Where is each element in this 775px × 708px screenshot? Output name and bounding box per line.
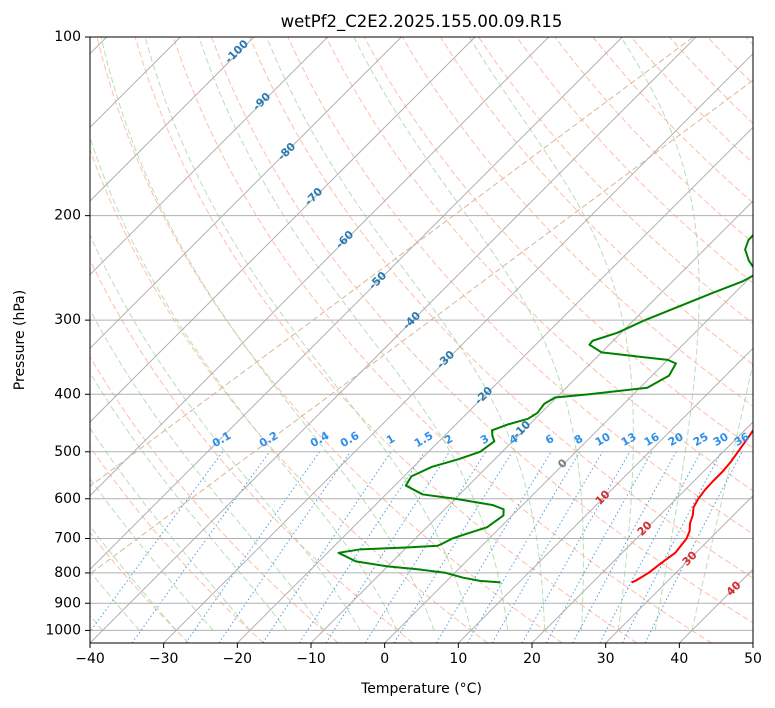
moist-adiabat-line <box>90 525 177 631</box>
y-axis-title: Pressure (hPa) <box>12 290 28 390</box>
moist-adiabat-line <box>90 233 361 631</box>
dry-adiabat-line <box>90 445 264 643</box>
dry-adiabat-line <box>96 37 563 643</box>
isotherm-line <box>90 37 329 276</box>
mixing-ratio-line <box>185 451 320 643</box>
y-tick-label: 100 <box>54 29 81 45</box>
y-tick-label: 1000 <box>45 622 81 638</box>
dry-adiabat-line <box>401 37 753 407</box>
dry-adiabat-line <box>90 355 339 643</box>
mixing-ratio-line <box>90 451 224 633</box>
mixing-ratio-line <box>131 451 271 643</box>
moist-adiabat-line <box>266 37 546 631</box>
temperature-profile-line <box>631 428 753 584</box>
y-tick-label: 900 <box>54 595 81 611</box>
moist-adiabat-line <box>198 37 509 631</box>
dry-adiabat-line <box>440 37 753 366</box>
dewpoint-profile-line <box>337 233 753 584</box>
dry-adiabat-line <box>134 37 638 643</box>
mixing-ratio-line <box>599 451 702 643</box>
isotherm-line <box>163 52 753 643</box>
isotherm-line <box>384 273 753 643</box>
y-tick-label: 600 <box>54 491 81 507</box>
dry-adiabat-line <box>90 148 488 643</box>
moist-adiabat-line <box>100 37 435 631</box>
moist-adiabat-line <box>90 477 214 631</box>
x-tick-label: −30 <box>149 651 179 667</box>
mixing-ratio-line <box>262 451 392 643</box>
plot-frame <box>89 36 754 644</box>
moist-adiabat-line <box>468 37 634 631</box>
isotherm-line <box>457 347 753 643</box>
reference-curve <box>90 79 753 575</box>
dry-adiabat-line <box>211 37 753 624</box>
mixing-ratio-line <box>521 451 631 643</box>
grid-lines <box>90 37 753 643</box>
mixing-ratio-line <box>218 451 351 643</box>
mixing-ratio-line <box>364 451 487 643</box>
x-tick-label: −20 <box>223 651 253 667</box>
mixing-ratio-line <box>298 451 426 643</box>
isotherm-line <box>605 494 753 643</box>
y-tick-label: 800 <box>54 565 81 581</box>
moist-adiabat-line <box>353 37 584 631</box>
moist-adiabat-line <box>90 570 140 631</box>
mixing-ratio-line <box>435 451 552 643</box>
isotherm-line <box>531 421 753 643</box>
x-tick-label: −40 <box>75 651 105 667</box>
y-tick-label: 200 <box>54 208 81 224</box>
x-axis-title: Temperature (°C) <box>360 681 482 697</box>
moist-adiabat-line <box>90 136 398 631</box>
chart-title: wetPf2_C2E2.2025.155.00.09.R15 <box>281 12 563 32</box>
isotherm-line <box>236 126 753 643</box>
dry-adiabat-line <box>516 37 753 284</box>
moist-adiabat-line <box>90 427 251 631</box>
data-series <box>337 233 753 584</box>
y-tick-label: 400 <box>54 386 81 402</box>
mixing-ratio-line <box>572 451 677 643</box>
moist-adiabat-line <box>620 37 700 631</box>
dry-adiabat-line <box>249 37 753 579</box>
reference-curve <box>90 37 694 487</box>
isotherm-line <box>90 37 476 423</box>
isotherm-line <box>90 37 550 497</box>
isotherm-line <box>90 37 697 643</box>
dry-adiabat-line <box>90 531 190 643</box>
axis-ticks: −40 −30 −20 −10 0 10 20 30 40 50 100 200 300 400 500 60… <box>45 29 762 667</box>
mixing-ratio-line <box>545 451 653 643</box>
isotherm-line <box>310 200 753 643</box>
mixing-ratio-line <box>644 451 743 643</box>
x-tick-label: 20 <box>523 651 541 667</box>
moist-adiabat-line <box>90 371 288 631</box>
x-tick-label: 30 <box>597 651 615 667</box>
x-tick-label: 10 <box>449 651 467 667</box>
y-tick-label: 700 <box>54 531 81 547</box>
x-tick-label: 0 <box>380 651 389 667</box>
isotherm-line <box>90 37 255 202</box>
x-tick-label: −10 <box>296 651 326 667</box>
moist-adiabat-line <box>691 360 753 631</box>
y-tick-label: 500 <box>54 444 81 460</box>
x-tick-label: 50 <box>744 651 762 667</box>
isotherm-line <box>90 37 402 350</box>
isotherm-line <box>90 37 623 571</box>
y-tick-label: 300 <box>54 312 81 328</box>
x-tick-label: 40 <box>670 651 688 667</box>
